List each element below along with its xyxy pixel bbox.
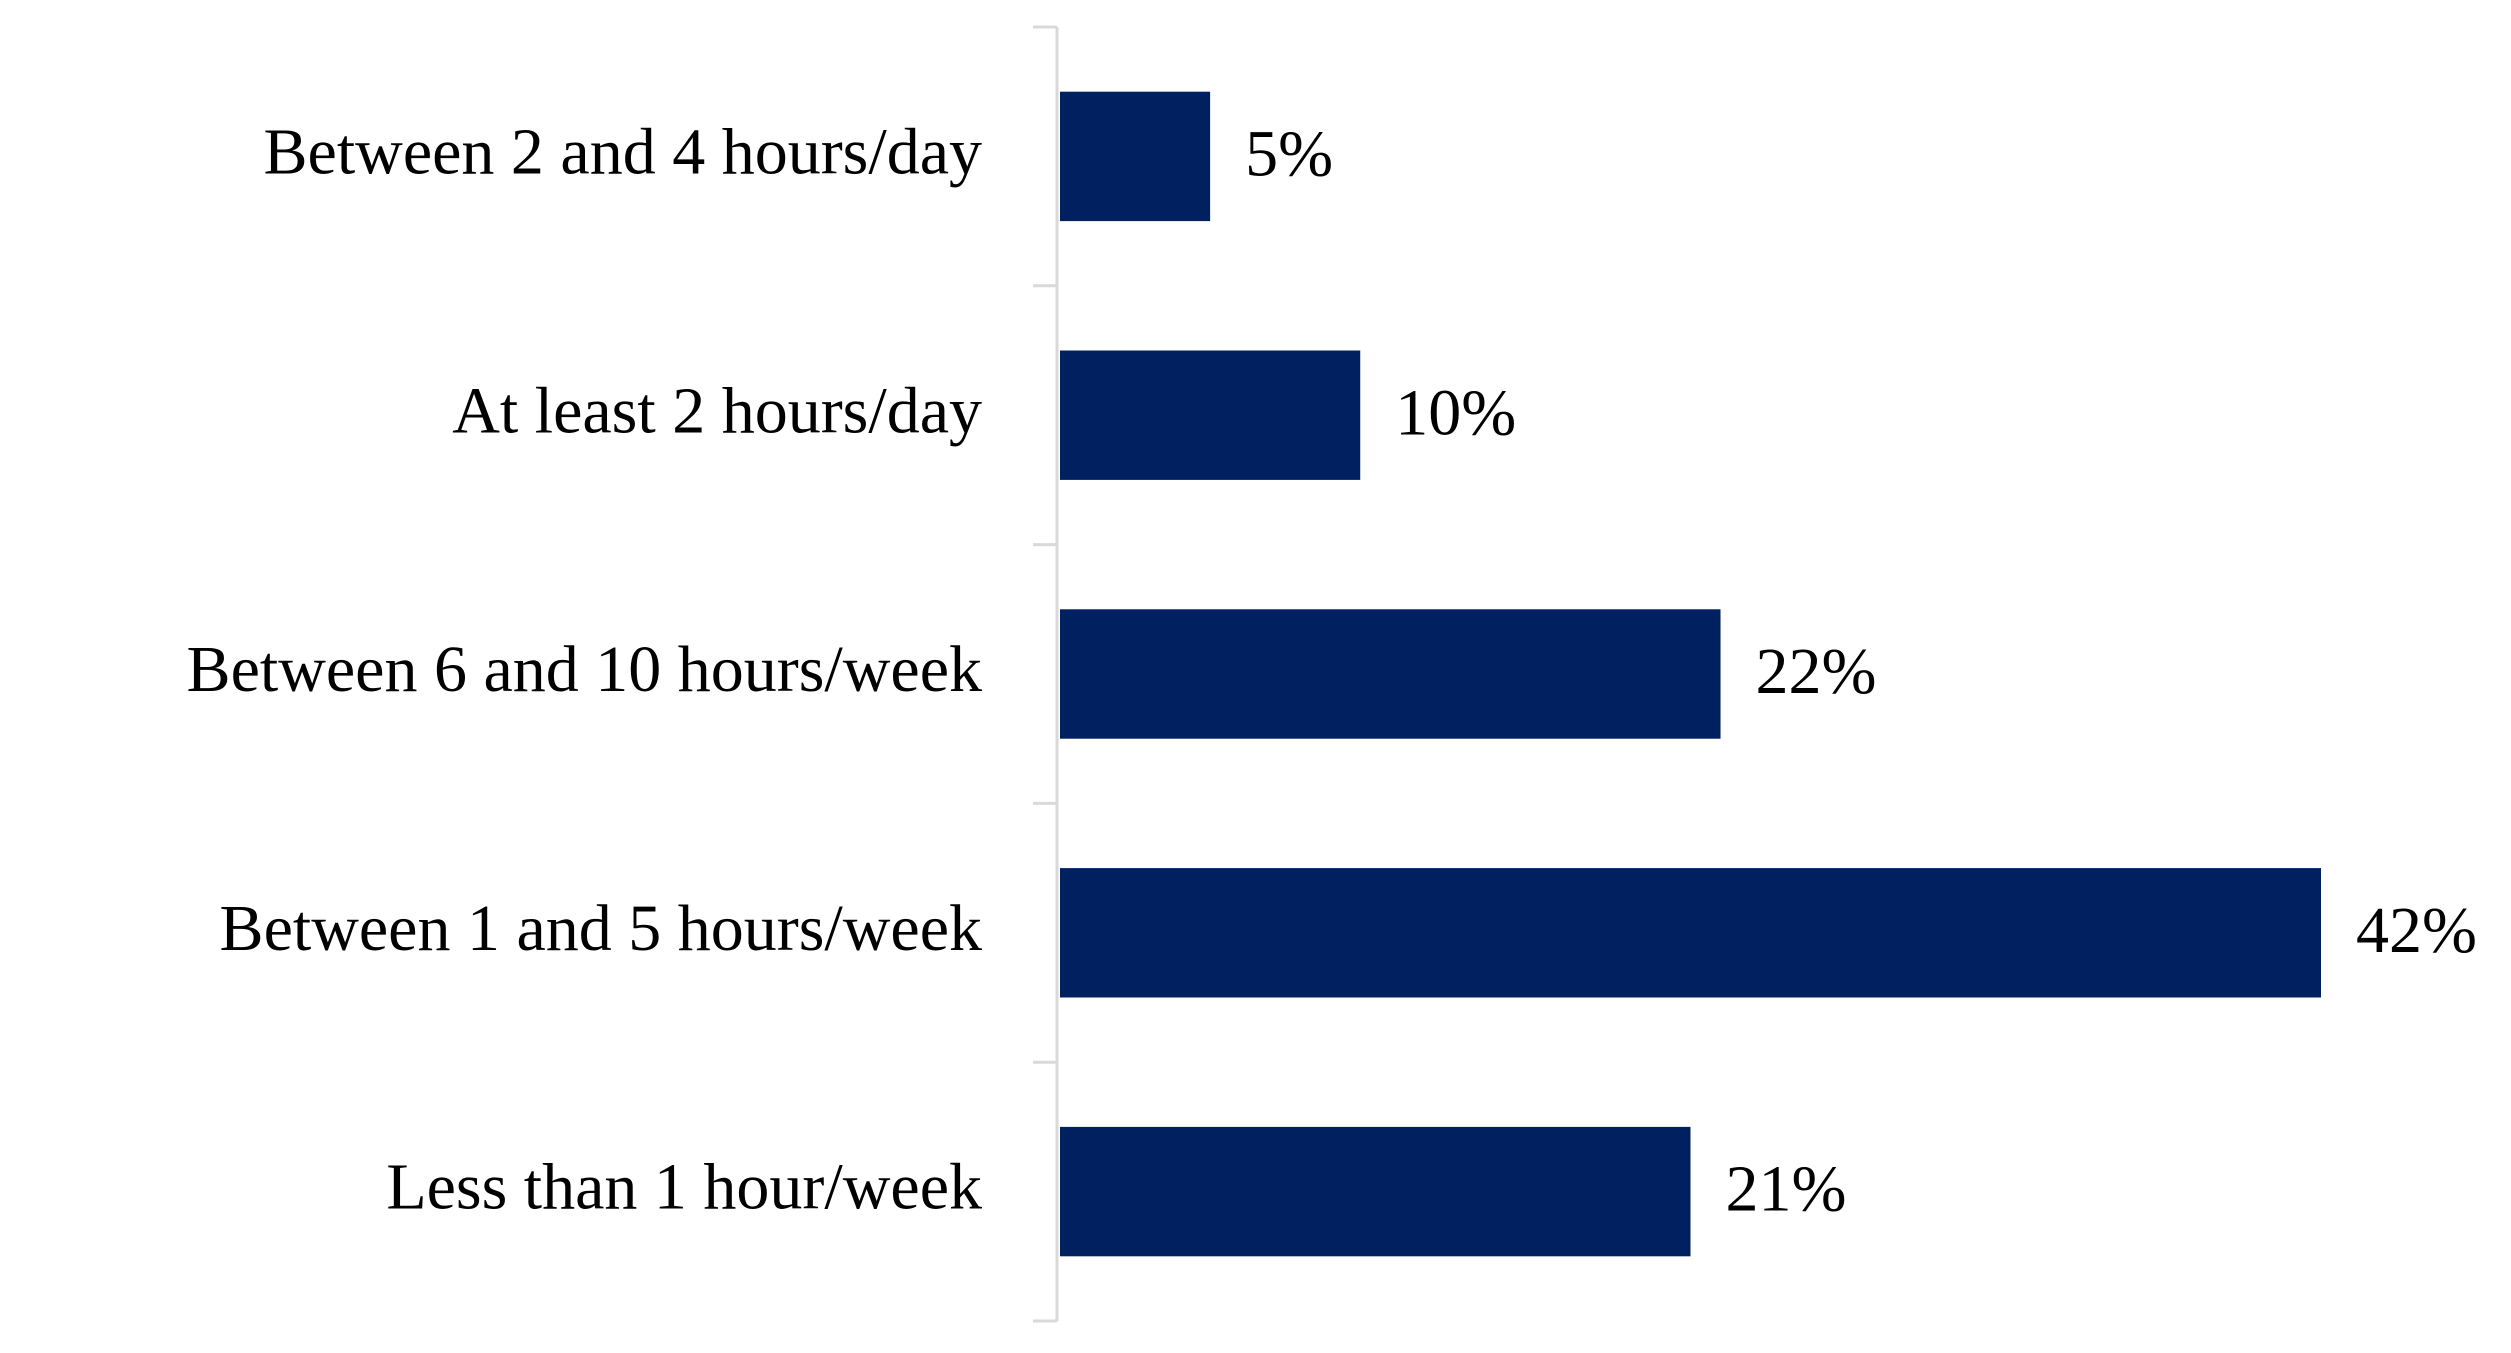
- category-label: Between 6 and 10 hours/week: [187, 633, 982, 706]
- value-label: 22%: [1756, 635, 1877, 708]
- category-label: Less than 1 hour/week: [386, 1151, 982, 1224]
- bar: [1060, 868, 2321, 998]
- category-label: Between 2 and 4 hours/day: [264, 116, 983, 189]
- bar: [1060, 91, 1211, 222]
- bar: [1060, 350, 1361, 480]
- category-label: At least 2 hours/day: [452, 374, 982, 447]
- bar: [1060, 1126, 1691, 1257]
- value-label: 21%: [1726, 1153, 1847, 1226]
- value-label: 42%: [2356, 894, 2477, 967]
- value-label: 5%: [1245, 118, 1333, 191]
- value-label: 10%: [1395, 376, 1516, 449]
- bar: [1060, 609, 1721, 739]
- category-label: Between 1 and 5 hours/week: [220, 892, 982, 965]
